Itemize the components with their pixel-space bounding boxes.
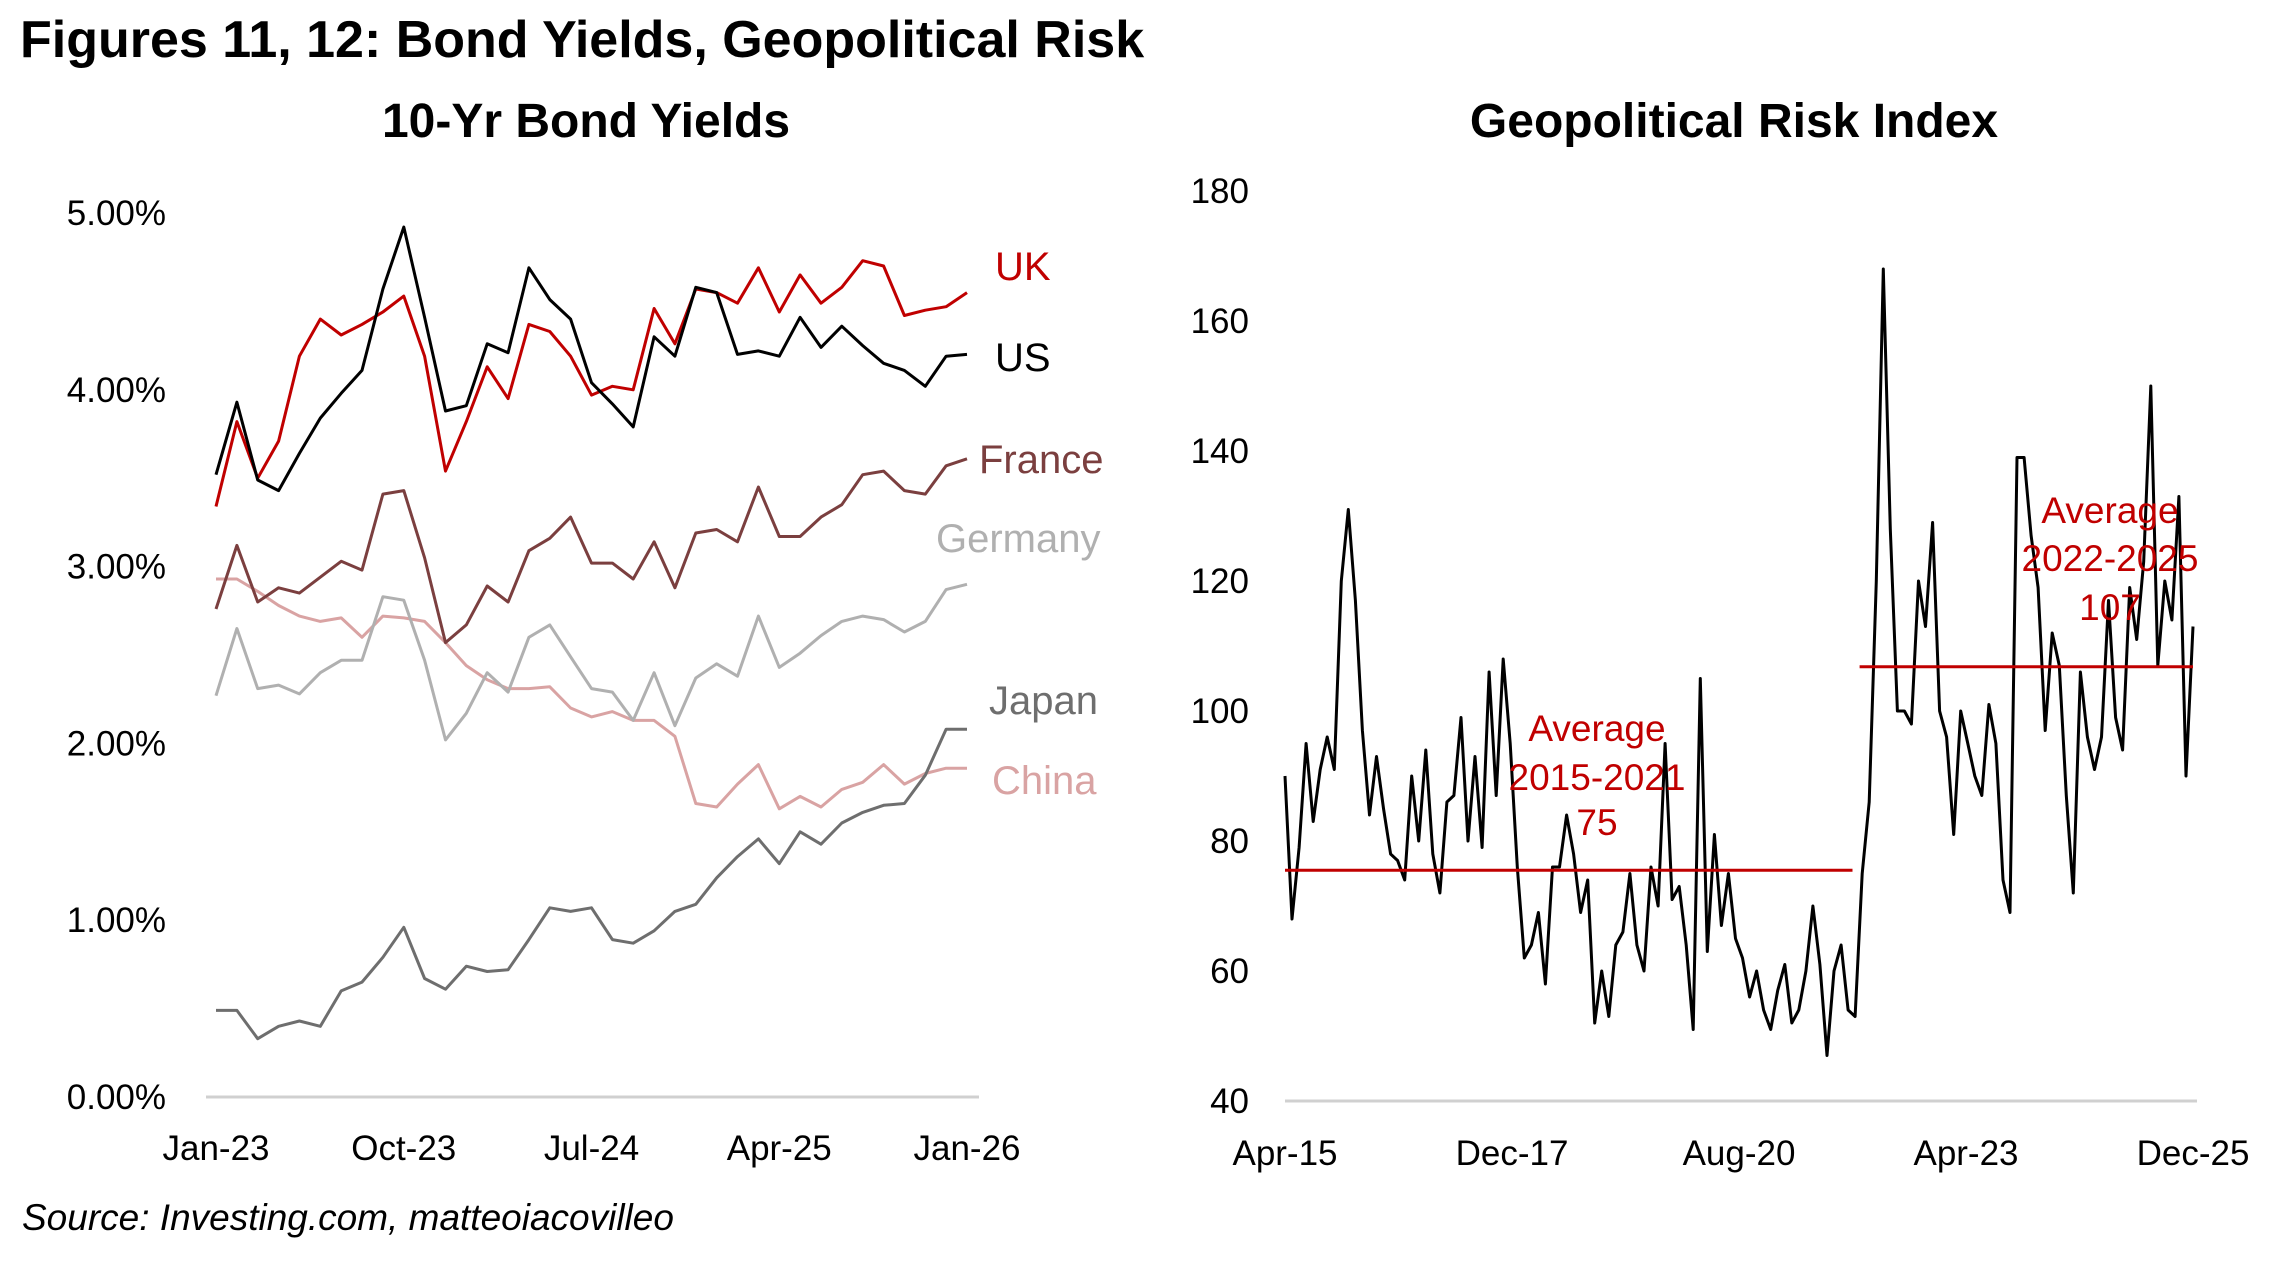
x-tick-label: Apr-23 <box>1913 1134 2018 1173</box>
y-tick-label: 0.00% <box>67 1078 166 1117</box>
average-label-1: 2015-2021 <box>1509 757 1686 798</box>
geopolitical-risk-title: Geopolitical Risk Index <box>1470 95 1998 148</box>
y-tick-label: 40 <box>1210 1082 1249 1121</box>
figure-title: Figures 11, 12: Bond Yields, Geopolitica… <box>20 11 1145 69</box>
y-tick-label: 60 <box>1210 952 1249 991</box>
y-tick-label: 1.00% <box>67 901 166 940</box>
series-label-uk: UK <box>995 245 1051 289</box>
series-line-germany <box>214 582 968 742</box>
average-label-1: Average <box>1528 708 1665 749</box>
series-line-uk <box>214 259 968 507</box>
bond-yields-chart: 10-Yr Bond Yields 0.00% 1.00% 2.00% 3.00% 4.… <box>67 95 1104 1168</box>
y-tick-label: 80 <box>1210 822 1249 861</box>
y-tick-label: 100 <box>1191 692 1249 731</box>
y-tick-label: 2.00% <box>67 724 166 763</box>
x-tick-label: Apr-25 <box>727 1129 832 1168</box>
average-label-1: 75 <box>1576 802 1617 843</box>
series-label-japan: Japan <box>989 679 1098 723</box>
series-label-germany: Germany <box>936 517 1101 561</box>
x-tick-label: Jan-23 <box>162 1129 269 1168</box>
source-note: Source: Investing.com, matteoiacovilleo <box>22 1197 674 1238</box>
average-label-2: 2022-2025 <box>2022 538 2199 579</box>
x-tick-label: Jan-26 <box>913 1129 1020 1168</box>
series-line-france <box>214 457 968 645</box>
y-tick-label: 160 <box>1191 302 1249 341</box>
average-label-2: Average <box>2041 490 2178 531</box>
gpr-index-line <box>1283 267 2195 1057</box>
y-tick-label: 4.00% <box>67 371 166 410</box>
series-line-us <box>214 225 968 493</box>
geopolitical-risk-chart: Geopolitical Risk Index 40 60 80 100 120 140 1… <box>1191 95 2250 1173</box>
y-tick-label: 5.00% <box>67 194 166 233</box>
y-tick-label: 140 <box>1191 432 1249 471</box>
x-tick-label: Dec-17 <box>1456 1134 1569 1173</box>
x-tick-label: Oct-23 <box>351 1129 456 1168</box>
average-label-2: 107 <box>2079 587 2141 628</box>
y-tick-label: 120 <box>1191 562 1249 601</box>
x-tick-label: Dec-25 <box>2137 1134 2250 1173</box>
y-tick-label: 3.00% <box>67 548 166 587</box>
series-label-china: China <box>992 759 1097 803</box>
x-tick-label: Jul-24 <box>544 1129 639 1168</box>
series-line-china <box>216 577 967 811</box>
series-line-japan <box>216 727 967 1041</box>
x-tick-label: Aug-20 <box>1683 1134 1796 1173</box>
x-tick-label: Apr-15 <box>1232 1134 1337 1173</box>
series-label-us: US <box>995 336 1051 380</box>
bond-yields-title: 10-Yr Bond Yields <box>382 95 790 148</box>
series-label-france: France <box>979 438 1104 482</box>
y-tick-label: 180 <box>1191 172 1249 211</box>
